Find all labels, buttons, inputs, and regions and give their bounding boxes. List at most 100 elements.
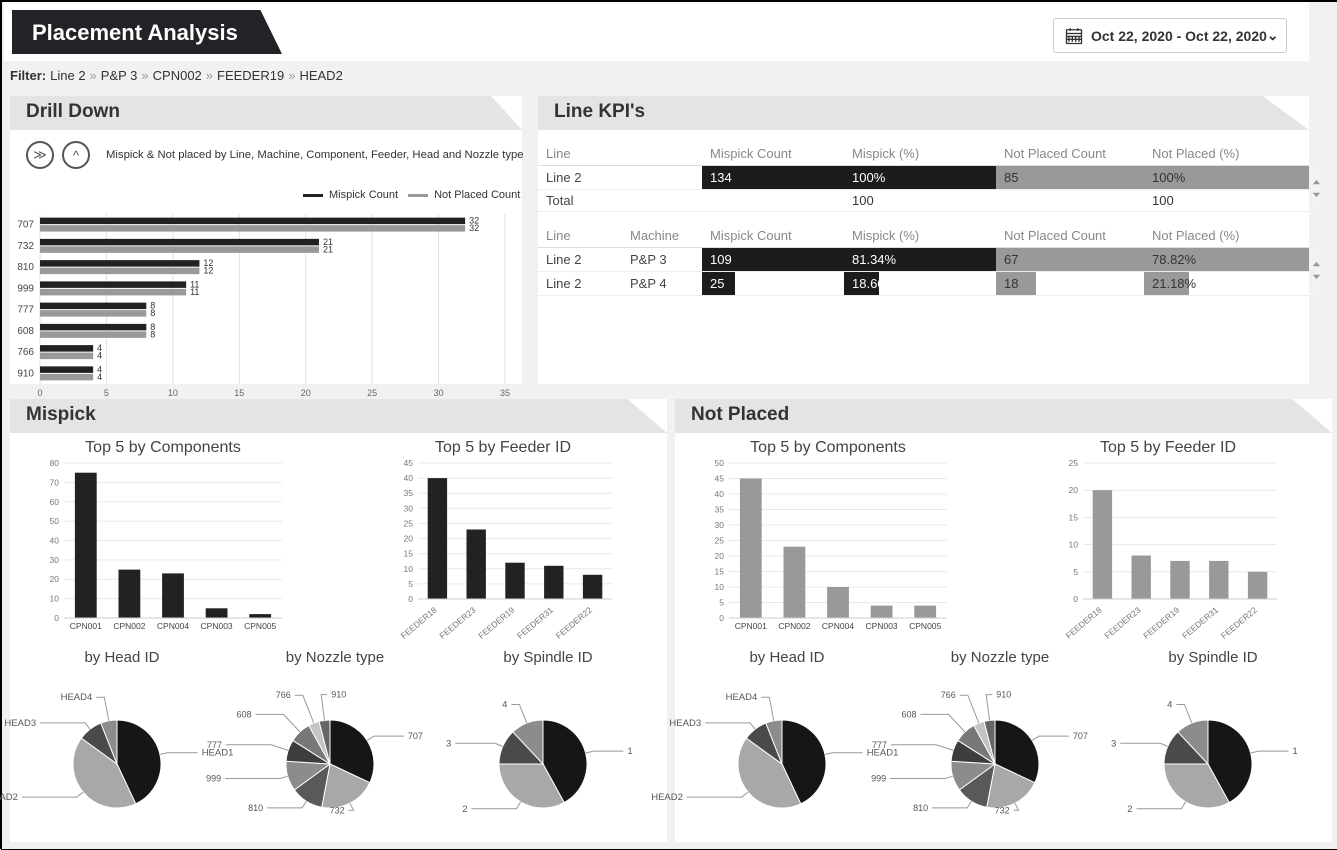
svg-text:60: 60 [50, 497, 60, 507]
svg-text:CPN002: CPN002 [778, 621, 810, 631]
svg-text:777: 777 [17, 305, 34, 316]
svg-text:810: 810 [913, 803, 928, 813]
svg-text:707: 707 [17, 220, 34, 231]
svg-text:4: 4 [97, 351, 102, 361]
svg-text:25: 25 [404, 518, 414, 528]
svg-text:FEEDER18: FEEDER18 [399, 605, 439, 641]
svg-text:40: 40 [404, 473, 414, 483]
svg-text:15: 15 [1069, 512, 1079, 522]
svg-text:4: 4 [1167, 700, 1172, 711]
svg-text:30: 30 [434, 388, 444, 398]
svg-text:20: 20 [301, 388, 311, 398]
svg-text:CPN004: CPN004 [822, 621, 854, 631]
svg-text:5: 5 [408, 579, 413, 589]
svg-text:707: 707 [1073, 731, 1088, 741]
svg-text:20: 20 [50, 574, 60, 584]
svg-text:0: 0 [408, 594, 413, 604]
svg-text:10: 10 [715, 582, 725, 592]
svg-text:20: 20 [715, 551, 725, 561]
svg-text:766: 766 [941, 690, 956, 700]
svg-text:HEAD3: HEAD3 [669, 718, 701, 729]
svg-text:FEEDER19: FEEDER19 [476, 605, 516, 641]
svg-text:732: 732 [995, 805, 1010, 815]
svg-text:CPN001: CPN001 [735, 621, 767, 631]
svg-text:FEEDER22: FEEDER22 [554, 605, 594, 641]
svg-text:5: 5 [1073, 567, 1078, 577]
svg-text:45: 45 [404, 458, 414, 468]
svg-text:4: 4 [97, 372, 102, 382]
svg-text:35: 35 [715, 505, 725, 515]
svg-text:732: 732 [17, 241, 34, 252]
svg-text:0: 0 [54, 613, 59, 623]
svg-text:11: 11 [190, 287, 199, 297]
svg-text:CPN003: CPN003 [201, 621, 233, 631]
svg-text:3: 3 [446, 738, 451, 749]
svg-text:HEAD3: HEAD3 [4, 718, 36, 729]
svg-text:1: 1 [627, 746, 632, 757]
svg-text:10: 10 [1069, 540, 1079, 550]
svg-text:1: 1 [1292, 746, 1297, 757]
svg-text:30: 30 [50, 555, 60, 565]
svg-text:732: 732 [330, 805, 345, 815]
svg-text:777: 777 [872, 740, 887, 750]
svg-text:999: 999 [871, 774, 886, 784]
svg-text:910: 910 [331, 690, 346, 700]
svg-text:766: 766 [17, 347, 34, 358]
svg-text:40: 40 [715, 489, 725, 499]
svg-text:0: 0 [1073, 594, 1078, 604]
svg-text:35: 35 [500, 388, 510, 398]
svg-text:999: 999 [206, 774, 221, 784]
svg-text:CPN003: CPN003 [866, 621, 898, 631]
svg-text:20: 20 [1069, 485, 1079, 495]
svg-text:30: 30 [715, 520, 725, 530]
svg-text:2: 2 [462, 804, 467, 815]
svg-text:25: 25 [1069, 458, 1079, 468]
svg-text:FEEDER22: FEEDER22 [1219, 605, 1259, 641]
svg-text:FEEDER23: FEEDER23 [1102, 605, 1142, 641]
svg-text:766: 766 [276, 690, 291, 700]
svg-text:45: 45 [715, 474, 725, 484]
svg-text:35: 35 [404, 488, 414, 498]
svg-text:50: 50 [715, 458, 725, 468]
svg-text:910: 910 [996, 690, 1011, 700]
svg-text:5: 5 [719, 598, 724, 608]
svg-text:CPN004: CPN004 [157, 621, 189, 631]
svg-text:5: 5 [104, 388, 109, 398]
svg-text:8: 8 [150, 329, 155, 339]
svg-text:608: 608 [17, 326, 34, 337]
svg-text:FEEDER31: FEEDER31 [515, 605, 555, 641]
svg-text:25: 25 [715, 536, 725, 546]
svg-text:12: 12 [203, 266, 213, 276]
svg-text:608: 608 [901, 709, 916, 719]
svg-text:20: 20 [404, 534, 414, 544]
svg-text:10: 10 [50, 594, 60, 604]
svg-text:0: 0 [37, 388, 42, 398]
svg-text:10: 10 [404, 564, 414, 574]
svg-text:999: 999 [17, 283, 34, 294]
svg-text:4: 4 [502, 700, 507, 711]
svg-text:HEAD4: HEAD4 [61, 692, 93, 703]
svg-text:50: 50 [50, 516, 60, 526]
svg-text:777: 777 [207, 740, 222, 750]
svg-text:810: 810 [248, 803, 263, 813]
svg-text:8: 8 [150, 308, 155, 318]
svg-text:15: 15 [715, 567, 725, 577]
svg-text:15: 15 [234, 388, 244, 398]
svg-text:CPN005: CPN005 [244, 621, 276, 631]
svg-text:910: 910 [17, 368, 34, 379]
svg-text:CPN005: CPN005 [909, 621, 941, 631]
svg-text:80: 80 [50, 458, 60, 468]
svg-text:HEAD2: HEAD2 [0, 792, 18, 803]
svg-text:FEEDER31: FEEDER31 [1180, 605, 1220, 641]
svg-text:3: 3 [1111, 738, 1116, 749]
svg-text:HEAD2: HEAD2 [651, 792, 683, 803]
svg-text:15: 15 [404, 549, 414, 559]
svg-text:40: 40 [50, 536, 60, 546]
svg-text:608: 608 [236, 709, 251, 719]
svg-text:810: 810 [17, 262, 34, 273]
svg-text:10: 10 [168, 388, 178, 398]
svg-text:707: 707 [408, 731, 423, 741]
svg-text:FEEDER23: FEEDER23 [437, 605, 477, 641]
svg-text:CPN001: CPN001 [70, 621, 102, 631]
svg-text:32: 32 [469, 223, 479, 233]
